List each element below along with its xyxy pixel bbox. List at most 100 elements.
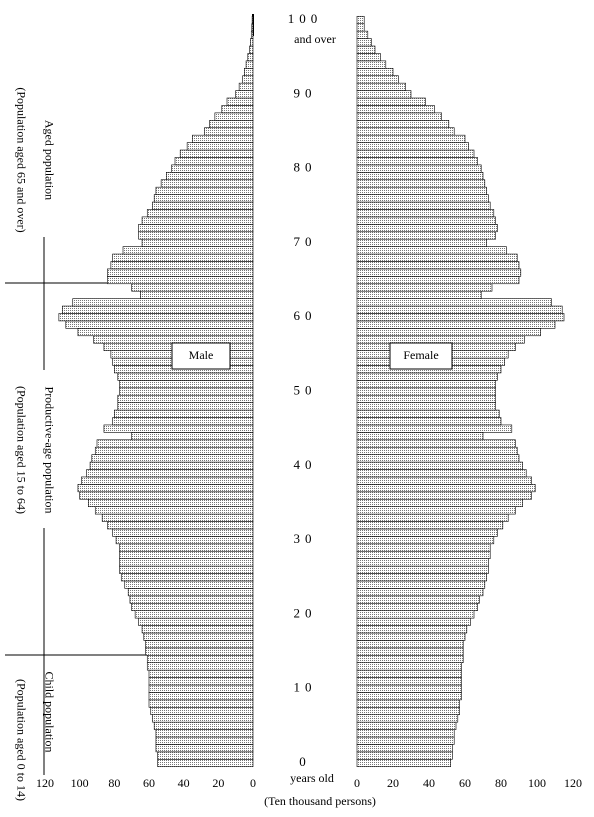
- male-bar: [65, 320, 254, 329]
- male-bar: [107, 521, 254, 530]
- male-bar: [138, 617, 254, 626]
- y-tick-label: 10: [294, 680, 317, 695]
- male-bar: [152, 714, 254, 723]
- male-bar: [221, 105, 254, 114]
- female-bar: [356, 238, 487, 247]
- x-tick-label: 20: [387, 776, 399, 790]
- male-bar: [145, 647, 254, 656]
- female-bar: [356, 417, 502, 426]
- female-bar: [356, 491, 532, 500]
- female-bar: [356, 82, 406, 91]
- female-bar: [356, 305, 563, 314]
- male-bar: [119, 543, 254, 552]
- female-bar: [356, 692, 462, 701]
- male-bar: [81, 476, 254, 485]
- y-tick-label: 40: [294, 457, 317, 472]
- legend-box: [171, 342, 231, 370]
- male-bar: [247, 53, 254, 62]
- male-bar: [251, 15, 254, 25]
- female-bar: [356, 602, 478, 611]
- male-bar: [145, 640, 254, 649]
- male-bar: [62, 305, 254, 314]
- x-tick-label: 80: [108, 776, 120, 790]
- male-bar: [107, 268, 254, 277]
- male-bar: [150, 706, 254, 716]
- female-bar: [356, 216, 496, 225]
- female-bar: [356, 751, 453, 760]
- male-bar: [88, 498, 254, 507]
- male-bar: [77, 328, 254, 337]
- male-bar: [119, 558, 254, 567]
- female-bar: [356, 23, 365, 32]
- x-tick-label: 60: [459, 776, 471, 790]
- female-bar: [356, 469, 527, 478]
- x-tick-label: 80: [495, 776, 507, 790]
- male-bar: [244, 67, 254, 77]
- y-tick-label: 30: [294, 531, 317, 546]
- y-tick-label: 0: [299, 754, 311, 769]
- male-bar: [155, 729, 254, 738]
- female-bar: [356, 290, 482, 299]
- male-bar: [148, 699, 254, 708]
- x-tick-label: 0: [250, 776, 256, 790]
- female-bar: [356, 105, 435, 114]
- x-tick-label: 20: [212, 776, 224, 790]
- female-bar: [356, 580, 486, 589]
- male-bar: [124, 580, 254, 589]
- female-bar: [356, 550, 491, 559]
- female-bar: [356, 454, 520, 463]
- male-bar: [134, 610, 254, 619]
- female-bar: [356, 157, 478, 166]
- y-tick-label: 100: [288, 11, 323, 26]
- female-bar: [356, 684, 462, 693]
- annotation: (Population aged 0 to 14): [14, 679, 28, 801]
- female-bar: [356, 179, 486, 188]
- female-bar: [356, 744, 453, 753]
- female-bar: [356, 498, 523, 507]
- male-bar: [146, 654, 254, 663]
- female-bar: [356, 328, 541, 337]
- y-tick-label: 80: [294, 160, 317, 175]
- male-bar: [209, 120, 254, 129]
- male-bar: [204, 127, 254, 136]
- male-bar: [129, 595, 254, 604]
- male-bar: [141, 216, 254, 225]
- female-bar: [356, 439, 516, 448]
- male-bar: [157, 758, 254, 768]
- male-bar: [117, 394, 254, 403]
- female-bar: [356, 320, 556, 329]
- female-bar: [356, 209, 495, 218]
- female-bar: [356, 172, 484, 181]
- male-bar: [251, 23, 254, 32]
- female-bar: [356, 625, 468, 634]
- male-bar: [86, 469, 254, 478]
- y-tick-label: 50: [294, 382, 317, 397]
- male-bar: [112, 253, 254, 262]
- legend-box: [389, 342, 453, 370]
- male-bar: [157, 751, 254, 760]
- female-bar: [356, 662, 462, 671]
- male-bar: [127, 588, 254, 597]
- male-bar: [91, 454, 254, 463]
- y-tick-label: 90: [294, 85, 317, 100]
- female-bar: [356, 60, 387, 69]
- male-bar: [146, 662, 254, 671]
- female-bar: [356, 30, 369, 39]
- female-bar: [356, 729, 455, 738]
- x-tick-label: 0: [354, 776, 360, 790]
- female-bar: [356, 595, 480, 604]
- annotation: Child population: [42, 672, 56, 753]
- annotation: (Population aged 65 and over): [14, 87, 28, 232]
- female-bar: [356, 669, 462, 678]
- female-bar: [356, 736, 455, 745]
- male-bar: [89, 461, 254, 470]
- female-bar: [356, 268, 522, 277]
- male-bar: [131, 283, 254, 292]
- male-bar: [94, 506, 254, 515]
- male-bar: [238, 82, 254, 91]
- male-bar: [110, 261, 254, 270]
- male-bar: [235, 90, 254, 99]
- female-bar: [356, 588, 484, 597]
- female-bar: [356, 632, 466, 641]
